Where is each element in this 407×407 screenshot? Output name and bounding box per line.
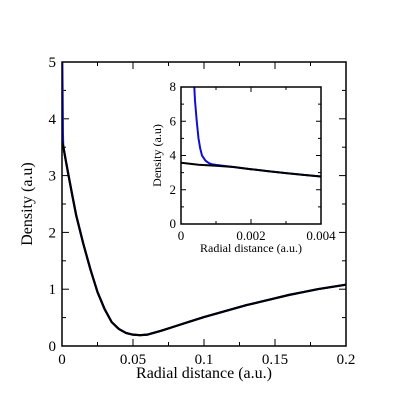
inset-tick-labels: 0 0.002 0.004 0 2 4 6 8 (170, 79, 337, 243)
x-tick-label: 0.2 (337, 352, 356, 368)
x-tick-label: 0.1 (195, 352, 214, 368)
main-plot-frame (61, 61, 347, 347)
main-x-axis-title: Radial distance (a.u.) (136, 365, 272, 382)
y-tick-label: 2 (170, 182, 177, 197)
y-tick-label: 1 (49, 282, 57, 298)
y-tick-label: 4 (49, 112, 57, 128)
inset-y-axis-title: Density (a.u) (150, 124, 164, 187)
y-tick-label: 0 (49, 339, 57, 355)
y-tick-label: 6 (170, 113, 177, 128)
inset-background (181, 87, 321, 224)
x-tick-label: 0 (58, 352, 66, 368)
y-tick-label: 5 (49, 55, 57, 71)
y-tick-label: 2 (49, 225, 57, 241)
y-tick-label: 3 (49, 169, 57, 185)
y-tick-label: 4 (170, 148, 177, 163)
main-series-group (62, 62, 346, 337)
x-tick-label: 0.002 (236, 228, 265, 243)
x-tick-label: 0.05 (120, 352, 146, 368)
x-tick-label: 0.15 (262, 352, 288, 368)
x-tick-label: 0.004 (306, 228, 336, 243)
y-tick-label: 8 (170, 79, 177, 94)
main-y-axis-title: Density (a.u) (19, 162, 36, 246)
inset-plot-frame (180, 86, 322, 225)
y-tick-label: 0 (170, 216, 177, 231)
series-line-1 (62, 140, 346, 337)
series-line-1 (181, 161, 321, 178)
x-tick-label: 0 (178, 228, 185, 243)
inset-series-group (181, 87, 321, 178)
inset-x-axis-title: Radial distance (a.u.) (200, 241, 302, 255)
main-tick-labels: 0 0.05 0.1 0.15 0.2 0 1 2 3 4 5 (49, 55, 356, 368)
